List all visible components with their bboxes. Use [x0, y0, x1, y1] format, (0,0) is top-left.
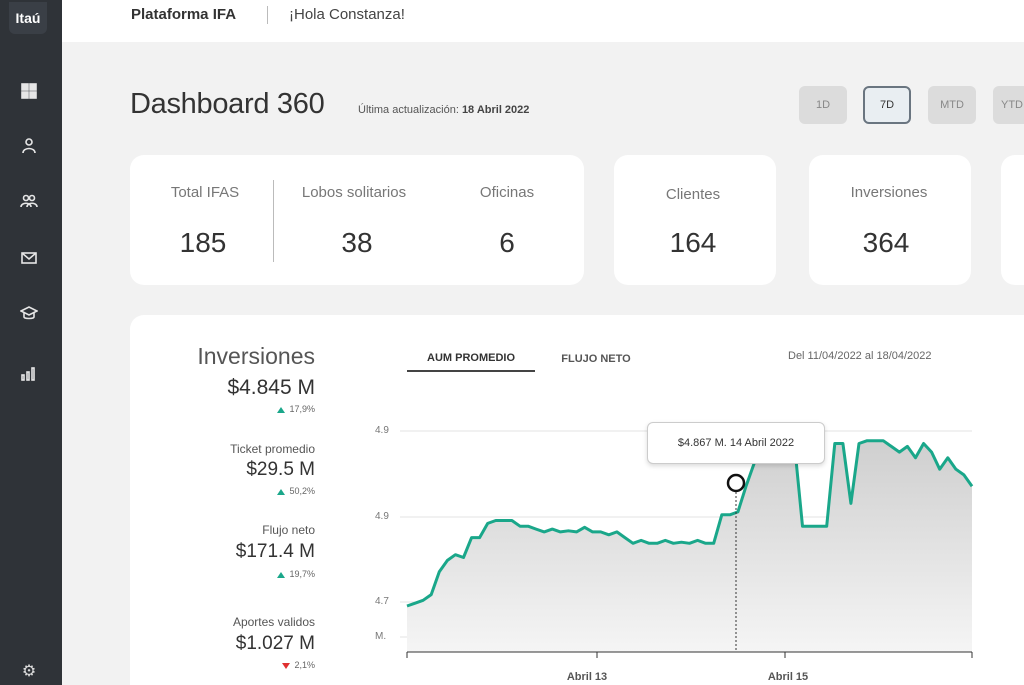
- extra-stat-card: [1001, 155, 1024, 285]
- ifas-summary-card: [130, 155, 584, 285]
- inversiones-value: 364: [862, 227, 910, 258]
- last-updated: Última actualización: 18 Abril 2022: [358, 104, 529, 116]
- range-ytd-button[interactable]: YTD: [993, 86, 1024, 124]
- x-tick-label: Abril 15: [767, 671, 809, 683]
- aportes-change-value: 2,1%: [294, 660, 315, 670]
- updated-date: 18 Abril 2022: [461, 104, 530, 116]
- metric-change: 17,9%: [150, 404, 315, 414]
- sidebar: Itaú ⚙: [0, 0, 62, 685]
- platform-title: Plataforma IFA: [131, 6, 237, 23]
- people-icon[interactable]: [18, 190, 40, 212]
- page-title: Dashboard 360: [130, 88, 325, 120]
- y-tick-label: M.: [375, 631, 387, 642]
- chart-date-range: Del 11/04/2022 al 18/04/2022: [788, 350, 932, 362]
- clientes-value: 164: [669, 227, 717, 258]
- y-tick-label: 4.7: [375, 596, 389, 607]
- oficinas-label: Oficinas: [479, 184, 535, 201]
- flujo-value: $171.4 M: [235, 541, 315, 562]
- range-1d-button[interactable]: 1D: [799, 86, 847, 124]
- metric-value: $4.845 M: [227, 376, 315, 399]
- metric-change-value: 17,9%: [289, 404, 315, 414]
- up-arrow-icon: [277, 571, 286, 578]
- settings-icon[interactable]: ⚙: [21, 663, 37, 680]
- ticket-change: 50,2%: [150, 486, 315, 496]
- clientes-label: Clientes: [665, 186, 721, 203]
- card-divider: [273, 180, 274, 262]
- range-mtd-button[interactable]: MTD: [928, 86, 976, 124]
- ticket-value: $29.5 M: [246, 459, 315, 480]
- tab-flujo-neto[interactable]: FLUJO NETO: [561, 353, 631, 365]
- bar-chart-icon[interactable]: [18, 362, 40, 384]
- flujo-label: Flujo neto: [262, 523, 315, 537]
- total-ifas-label: Total IFAS: [170, 184, 240, 201]
- dashboard-icon[interactable]: [18, 80, 40, 102]
- inversiones-card: [809, 155, 971, 285]
- up-arrow-icon: [277, 406, 286, 413]
- flujo-change: 19,7%: [150, 569, 315, 579]
- aportes-change: 2,1%: [150, 660, 315, 670]
- oficinas-value: 6: [499, 227, 515, 258]
- lobos-value: 38: [341, 227, 373, 258]
- lobos-label: Lobos solitarios: [301, 184, 407, 201]
- graduation-icon[interactable]: [18, 302, 40, 324]
- y-tick-label: 4.9: [375, 425, 389, 436]
- clientes-card: [614, 155, 776, 285]
- itau-logo[interactable]: Itaú: [9, 2, 47, 34]
- y-tick-label: 4.9: [375, 511, 389, 522]
- top-bar: Plataforma IFA ¡Hola Constanza!: [62, 0, 1024, 42]
- up-arrow-icon: [277, 488, 286, 495]
- down-arrow-icon: [282, 662, 291, 669]
- ticket-label: Ticket promedio: [230, 442, 315, 456]
- mail-icon[interactable]: [18, 246, 40, 268]
- total-ifas-value: 185: [179, 227, 227, 258]
- ticket-change-value: 50,2%: [289, 486, 315, 496]
- metrics-title: Inversiones: [197, 343, 315, 369]
- aportes-value: $1.027 M: [235, 633, 315, 654]
- inversiones-label: Inversiones: [850, 184, 928, 201]
- x-tick-label: Abril 13: [566, 671, 608, 683]
- chart-tooltip: $4.867 M. 14 Abril 2022: [647, 422, 825, 464]
- flujo-change-value: 19,7%: [289, 569, 315, 579]
- greeting: ¡Hola Constanza!: [289, 6, 405, 23]
- aportes-label: Aportes validos: [232, 615, 315, 629]
- header-divider: [267, 6, 268, 24]
- updated-label: Última actualización:: [358, 104, 459, 116]
- range-7d-button[interactable]: 7D: [863, 86, 911, 124]
- tab-aum-promedio[interactable]: AUM PROMEDIO: [407, 346, 535, 372]
- advisor-icon[interactable]: [18, 135, 40, 157]
